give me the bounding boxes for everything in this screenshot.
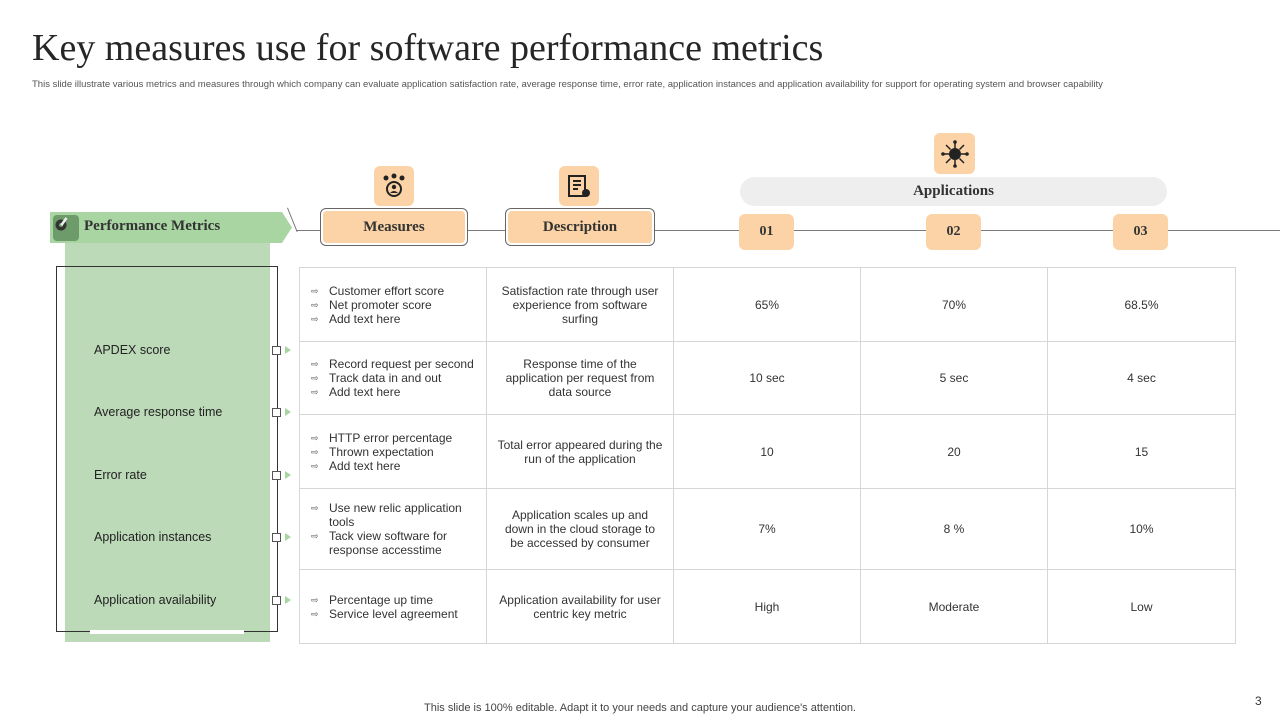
- description-cell: Application availability for user centri…: [486, 569, 674, 644]
- value-cell: 10 sec: [673, 341, 861, 415]
- arrow-bullet-icon: ⇨: [311, 446, 319, 457]
- value-cell: High: [673, 569, 861, 644]
- measures-header: Measures: [320, 208, 468, 246]
- value-cell: 15: [1047, 414, 1236, 489]
- description-header-label: Description: [508, 211, 652, 243]
- metric-pointer-arrow: [285, 533, 291, 541]
- measures-cell: ⇨ HTTP error percentage ⇨ Thrown expectati…: [299, 414, 487, 489]
- arrow-bullet-icon: ⇨: [311, 313, 319, 324]
- table-row: ⇨ Customer effort score ⇨ Net promoter sco…: [299, 267, 1236, 342]
- measure-item: ⇨ Tack view software for response accesst…: [311, 529, 448, 557]
- metric-application-availability: Application availability: [94, 593, 217, 607]
- metric-connector-dot: [272, 533, 281, 542]
- metric-pointer-arrow: [285, 346, 291, 354]
- measure-item: ⇨ Net promoter score: [311, 297, 432, 312]
- metrics-table: ⇨ Customer effort score ⇨ Net promoter sco…: [299, 267, 1236, 644]
- arrow-bullet-icon: ⇨: [311, 373, 319, 383]
- app-number-02: 02: [926, 214, 981, 250]
- metrics-panel: [65, 243, 270, 642]
- measure-item: ⇨ Customer effort score: [311, 283, 445, 298]
- arrow-bullet-icon: ⇨: [311, 503, 319, 513]
- metric-connector-dot: [272, 471, 281, 480]
- settings-wrench-icon: [53, 215, 79, 241]
- arrow-bullet-icon: ⇨: [311, 387, 319, 397]
- table-row: ⇨ HTTP error percentage ⇨ Thrown expectati…: [299, 414, 1236, 489]
- table-row: ⇨ Percentage up time ⇨ Service level agree…: [299, 569, 1236, 644]
- description-cell: Application scales up and down in the cl…: [486, 488, 674, 570]
- metric-average-response-time: Average response time: [94, 405, 223, 419]
- measure-item: ⇨ Record request per second: [311, 357, 474, 371]
- measure-item: ⇨ Percentage up time: [311, 592, 434, 607]
- team-gear-icon: [374, 166, 414, 206]
- network-hub-icon: [934, 133, 975, 174]
- metric-apdex-score: APDEX score: [94, 343, 171, 357]
- value-cell: 10%: [1047, 488, 1236, 570]
- value-cell: Low: [1047, 569, 1236, 644]
- document-icon: [559, 166, 599, 206]
- applications-header: Applications: [740, 177, 1167, 206]
- arrow-bullet-icon: ⇨: [311, 432, 319, 443]
- measure-item: ⇨ Service level agreement: [311, 606, 458, 621]
- value-cell: Moderate: [860, 569, 1048, 644]
- value-cell: 7%: [673, 488, 861, 570]
- app-number-01: 01: [739, 214, 794, 250]
- value-cell: 70%: [860, 267, 1048, 342]
- measure-item: ⇨ Add text here: [311, 458, 401, 473]
- performance-metrics-banner: Performance Metrics: [50, 212, 292, 243]
- arrow-bullet-icon: ⇨: [311, 608, 319, 619]
- app-number-03: 03: [1113, 214, 1168, 250]
- metric-connector-dot: [272, 596, 281, 605]
- banner-arrow-shape: [50, 212, 292, 243]
- arrow-bullet-icon: ⇨: [311, 460, 319, 471]
- measures-header-label: Measures: [323, 211, 465, 243]
- metric-error-rate: Error rate: [94, 468, 147, 482]
- measures-cell: ⇨ Use new relic application tools ⇨ Tack v…: [299, 488, 487, 570]
- arrow-bullet-icon: ⇨: [311, 359, 319, 369]
- value-cell: 68.5%: [1047, 267, 1236, 342]
- description-cell: Response time of the application per req…: [486, 341, 674, 415]
- arrow-bullet-icon: ⇨: [311, 299, 319, 310]
- metric-connector-dot: [272, 346, 281, 355]
- measure-item: ⇨ HTTP error percentage: [311, 430, 453, 445]
- metric-application-instances: Application instances: [94, 530, 212, 544]
- measure-item: ⇨ Thrown expectation: [311, 444, 434, 459]
- measures-cell: ⇨ Customer effort score ⇨ Net promoter sco…: [299, 267, 487, 342]
- table-row: ⇨ Use new relic application tools ⇨ Tack v…: [299, 488, 1236, 570]
- metric-connector-dot: [272, 408, 281, 417]
- performance-metrics-label: Performance Metrics: [84, 218, 221, 234]
- value-cell: 4 sec: [1047, 341, 1236, 415]
- arrow-bullet-icon: ⇨: [311, 285, 319, 296]
- slide-title: Key measures use for software performanc…: [32, 27, 824, 69]
- page-number: 3: [1255, 694, 1262, 708]
- value-cell: 5 sec: [860, 341, 1048, 415]
- metric-pointer-arrow: [285, 408, 291, 416]
- measures-cell: ⇨ Percentage up time ⇨ Service level agree…: [299, 569, 487, 644]
- measure-item: ⇨ Add text here: [311, 385, 401, 399]
- value-cell: 20: [860, 414, 1048, 489]
- value-cell: 65%: [673, 267, 861, 342]
- value-cell: 8 %: [860, 488, 1048, 570]
- slide-footer: This slide is 100% editable. Adapt it to…: [424, 702, 856, 714]
- description-cell: Satisfaction rate through user experienc…: [486, 267, 674, 342]
- slide-subtitle: This slide illustrate various metrics an…: [32, 79, 1103, 90]
- arrow-bullet-icon: ⇨: [311, 531, 319, 541]
- value-cell: 10: [673, 414, 861, 489]
- description-header: Description: [505, 208, 655, 246]
- arrow-bullet-icon: ⇨: [311, 594, 319, 605]
- measure-item: ⇨ Track data in and out: [311, 371, 442, 385]
- metric-pointer-arrow: [285, 471, 291, 479]
- measure-item: ⇨ Use new relic application tools: [311, 501, 462, 529]
- measure-item: ⇨ Add text here: [311, 311, 401, 326]
- metric-pointer-arrow: [285, 596, 291, 604]
- measures-cell: ⇨ Record request per second ⇨ Track data i…: [299, 341, 487, 415]
- description-cell: Total error appeared during the run of t…: [486, 414, 674, 489]
- table-row: ⇨ Record request per second ⇨ Track data i…: [299, 341, 1236, 415]
- metrics-panel-outline: [56, 266, 278, 632]
- panel-outline-gap: [90, 630, 244, 634]
